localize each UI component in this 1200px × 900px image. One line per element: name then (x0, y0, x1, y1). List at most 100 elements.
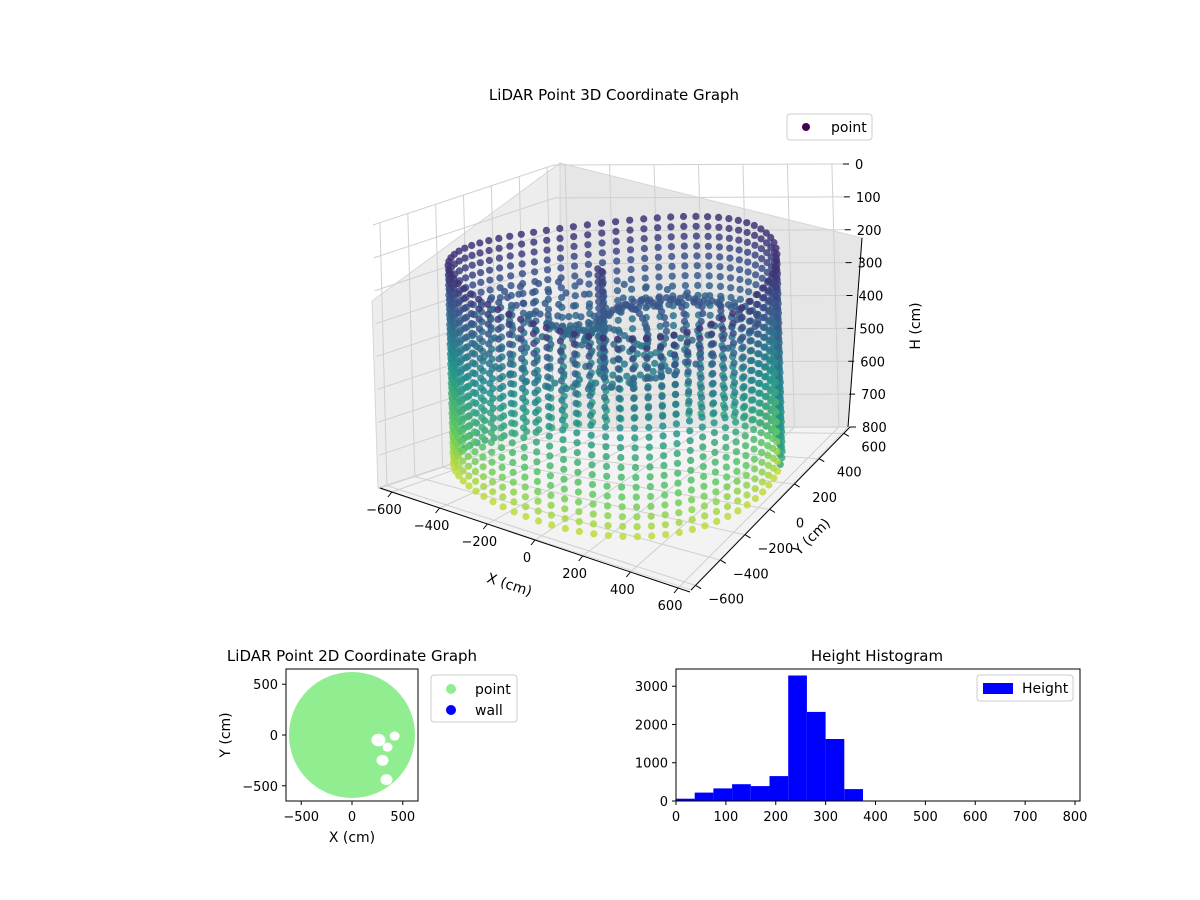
lidar-point (743, 219, 751, 227)
lidar-point (495, 345, 503, 353)
lidar-point (696, 344, 704, 352)
lidar-point (531, 268, 539, 276)
lidar-point (685, 387, 693, 395)
lidar-point (765, 481, 773, 489)
lidar-point (545, 412, 553, 421)
lidar-point (573, 449, 581, 457)
histogram-legend: Height (976, 674, 1074, 702)
lidar-point (462, 373, 470, 382)
y-tick-label: 500 (253, 678, 278, 693)
lidar-point (739, 343, 747, 351)
lidar-point (758, 264, 766, 272)
lidar-point (588, 451, 596, 459)
lidar-point (506, 360, 514, 368)
lidar-point (506, 242, 514, 250)
lidar-point (743, 491, 751, 499)
lidar-point (598, 267, 606, 276)
lidar-point (487, 429, 495, 437)
lidar-point (507, 282, 515, 290)
lidar-point (730, 379, 739, 387)
lidar-point (660, 461, 668, 470)
lidar-point (648, 532, 656, 540)
3d-scatter-subplot: LiDAR Point 3D Coordinate Graph −600 −400… (366, 86, 924, 614)
x-tick-label: 200 (763, 810, 788, 825)
lidar-point (601, 413, 609, 421)
lidar-point (754, 320, 762, 328)
lidar-point (487, 438, 495, 447)
lidar-point (450, 285, 458, 293)
lidar-point (735, 226, 743, 234)
lidar-point (453, 393, 461, 401)
lidar-point (476, 259, 484, 267)
lidar-point (675, 518, 683, 527)
lidar-point (754, 330, 763, 338)
lidar-point (643, 374, 652, 382)
lidar-point (469, 388, 477, 397)
lidar-point (599, 300, 607, 308)
lidar-point (512, 301, 520, 309)
lidar-point (519, 404, 527, 412)
lidar-point (454, 289, 462, 298)
lidar-point (468, 349, 476, 357)
lidar-point (532, 428, 540, 436)
lidar-point (455, 299, 463, 307)
lidar-point (732, 448, 741, 456)
lidar-point (640, 235, 648, 243)
lidar-point (723, 503, 732, 511)
lidar-point (699, 433, 707, 441)
y-tick-label: −500 (242, 780, 278, 795)
lidar-point (746, 297, 754, 305)
3d-legend-marker-point (802, 123, 810, 131)
lidar-point (520, 434, 528, 442)
lidar-point (681, 272, 689, 280)
lidar-point (757, 419, 765, 427)
lidar-point (705, 282, 714, 290)
lidar-point (715, 223, 723, 231)
y-tick-label: 600 (861, 440, 886, 455)
lidar-point (584, 250, 592, 259)
lidar-point (687, 476, 695, 484)
lidar-point (464, 452, 472, 460)
lidar-point (570, 262, 579, 270)
lidar-point (684, 358, 692, 366)
lidar-point (477, 384, 485, 392)
lidar-point (452, 363, 460, 372)
lidar-point (751, 494, 760, 503)
lidar-point (769, 444, 777, 453)
lidar-point (734, 216, 742, 224)
lidar-point (464, 442, 472, 451)
lidar-point (533, 477, 542, 486)
lidar-point (602, 433, 610, 441)
lidar-point (711, 438, 719, 447)
lidar-point (505, 320, 513, 328)
lidar-point (733, 458, 741, 466)
x-tick-label: −600 (366, 503, 402, 518)
lidar-point (471, 438, 479, 446)
z-tick-label: 800 (862, 421, 887, 436)
lidar-point (456, 349, 464, 357)
lidar-point (467, 290, 475, 298)
lidar-point (667, 213, 675, 221)
lidar-point (468, 339, 476, 347)
lidar-point (612, 247, 621, 255)
lidar-point (603, 472, 611, 480)
lidar-point (688, 506, 696, 514)
lidar-point (479, 443, 487, 451)
lidar-point (672, 420, 681, 428)
lidar-point (724, 512, 732, 521)
lidar-point (657, 373, 666, 381)
lidar-point (571, 282, 579, 290)
x-tick-mark (530, 539, 536, 546)
lidar-point (626, 216, 634, 224)
lidar-point (637, 296, 645, 304)
lidar-point (697, 393, 706, 402)
y-tick-mark (695, 585, 702, 590)
lidar-point (628, 345, 637, 353)
lidar-point (772, 244, 780, 252)
histogram-bar (750, 786, 770, 801)
2d-scatter-subplot: LiDAR Point 2D Coordinate Graph −500 0 500… (218, 647, 518, 846)
lidar-point (646, 483, 655, 491)
x-tick-label: 400 (863, 810, 888, 825)
lidar-point (486, 379, 494, 387)
